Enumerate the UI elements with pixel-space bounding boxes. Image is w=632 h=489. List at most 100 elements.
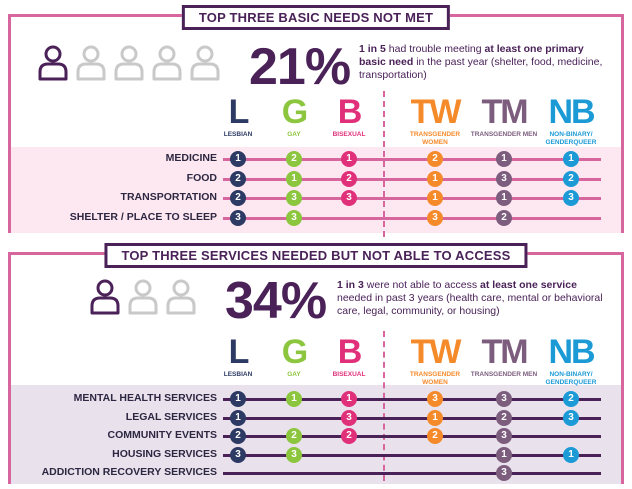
table-row: FOOD 2 1 2 1 3 2	[187, 170, 601, 188]
row-label: MEDICINE	[165, 152, 217, 164]
person-icon-outline	[166, 279, 196, 315]
rank-badge: 2	[230, 428, 246, 444]
divider-dashed	[383, 331, 385, 481]
row-label: SHELTER / PLACE TO SLEEP	[69, 210, 217, 223]
person-icon-outline	[128, 279, 158, 315]
group-b: B BISEXUAL	[314, 95, 384, 139]
row-line	[223, 216, 601, 220]
table-row: COMMUNITY EVENTS 2 2 2 2 3	[108, 427, 601, 445]
group-abbr: G	[281, 93, 308, 131]
rank-badge: 3	[230, 446, 246, 463]
table-row: MENTAL HEALTH SERVICES 1 1 1 3 3 2	[74, 390, 601, 408]
group-abbr: B	[337, 93, 363, 131]
rank-badge: 1	[230, 409, 246, 426]
person-icon-outline	[152, 45, 182, 81]
rank-badge: 2	[286, 428, 302, 444]
group-abbr: NB	[548, 93, 595, 131]
desc-bold-2: at least one primary basic need	[359, 43, 584, 68]
percent-value: 21%	[249, 38, 351, 96]
rank-badge: 1	[230, 151, 246, 167]
rank-badge: 3	[496, 170, 512, 187]
desc-bold-1: 1 in 3	[337, 279, 364, 291]
rank-badge: 1	[496, 190, 512, 206]
rank-badge: 3	[563, 409, 579, 426]
row-line	[223, 158, 601, 161]
desc-bold-1: 1 in 5	[359, 43, 386, 55]
group-label: GAY	[287, 131, 301, 138]
rank-badge: 2	[563, 170, 579, 187]
rank-badge: 1	[341, 391, 357, 407]
group-tw: TW TRANSGENDER WOMEN	[400, 335, 470, 386]
group-nb: NB NON-BINARY/ GENDERQUEER	[536, 335, 606, 386]
row-label: MENTAL HEALTH SERVICES	[73, 392, 217, 404]
person-icon-outline	[114, 45, 144, 81]
section-title: TOP THREE SERVICES NEEDED BUT NOT ABLE T…	[104, 243, 528, 268]
table-row: HOUSING SERVICES 3 3 1 1	[112, 446, 601, 464]
rank-badge: 1	[427, 409, 443, 426]
person-icon-filled	[38, 45, 68, 81]
group-label: TRANSGENDER MEN	[470, 131, 538, 138]
rank-badge: 3	[341, 409, 357, 426]
group-tw: TW TRANSGENDER WOMEN	[400, 95, 470, 146]
table-row: SHELTER / PLACE TO SLEEP 3 3 3 2	[70, 209, 601, 227]
group-label: LESBIAN	[223, 371, 253, 378]
group-abbr: B	[337, 333, 363, 371]
group-label: TRANSGENDER WOMEN	[409, 371, 461, 386]
row-label: FOOD	[186, 171, 217, 184]
people-icons	[37, 43, 221, 81]
rank-badge: 3	[427, 391, 443, 407]
rank-badge: 3	[427, 209, 443, 226]
row-line	[223, 416, 601, 420]
group-abbr: TW	[410, 333, 462, 371]
group-label: NON-BINARY/ GENDERQUEER	[545, 371, 597, 386]
rank-badge: 3	[496, 391, 512, 407]
group-label: GAY	[287, 371, 301, 378]
rank-badge: 1	[341, 151, 357, 167]
group-tm: TM TRANSGENDER MEN	[469, 95, 539, 139]
rank-badge: 3	[563, 190, 579, 206]
row-line	[223, 177, 601, 181]
rank-badge: 2	[341, 170, 357, 187]
group-g: G GAY	[259, 335, 329, 379]
group-abbr: TM	[481, 333, 528, 371]
rank-badge: 1	[563, 151, 579, 167]
rank-badge: 3	[496, 428, 512, 444]
percent-value: 34%	[225, 272, 327, 330]
row-line	[223, 398, 601, 401]
group-label: NON-BINARY/ GENDERQUEER	[545, 131, 597, 146]
row-label: LEGAL SERVICES	[125, 410, 217, 423]
people-icons	[89, 277, 197, 315]
table-row: MEDICINE 1 2 1 2 1 1	[166, 150, 601, 168]
group-g: G GAY	[259, 95, 329, 139]
group-abbr: TM	[481, 93, 528, 131]
rows-band	[11, 385, 621, 484]
group-tm: TM TRANSGENDER MEN	[469, 335, 539, 379]
group-l: L LESBIAN	[203, 95, 273, 139]
rank-badge: 2	[341, 428, 357, 444]
desc-text-1: had trouble meeting	[385, 43, 485, 55]
rank-badge: 1	[563, 446, 579, 463]
rank-badge: 3	[341, 190, 357, 206]
rank-badge: 1	[496, 446, 512, 463]
group-abbr: L	[228, 333, 250, 371]
rank-badge: 2	[427, 151, 443, 167]
rank-badge: 1	[427, 170, 443, 187]
services-panel: TOP THREE SERVICES NEEDED BUT NOT ABLE T…	[8, 243, 624, 484]
row-label: COMMUNITY EVENTS	[107, 429, 217, 441]
group-label: LESBIAN	[223, 131, 253, 138]
basic-needs-panel: TOP THREE BASIC NEEDS NOT MET 21% 1 in 5…	[8, 5, 624, 237]
desc-text-2: needed in past 3 years (health care, men…	[337, 292, 603, 317]
rank-badge: 2	[230, 170, 246, 187]
rank-badge: 2	[286, 151, 302, 167]
desc-text-2: in the past year (shelter, food, medicin…	[359, 56, 603, 81]
rank-badge: 3	[496, 465, 512, 481]
description: 1 in 3 were not able to access at least …	[337, 279, 605, 318]
rank-badge: 1	[496, 151, 512, 167]
rank-badge: 3	[286, 446, 302, 463]
row-line	[223, 435, 601, 438]
row-label: ADDICTION RECOVERY SERVICES	[41, 466, 217, 478]
group-b: B BISEXUAL	[314, 335, 384, 379]
group-label: TRANSGENDER WOMEN	[409, 131, 461, 146]
row-line	[223, 472, 601, 475]
group-label: BISEXUAL	[332, 371, 366, 378]
